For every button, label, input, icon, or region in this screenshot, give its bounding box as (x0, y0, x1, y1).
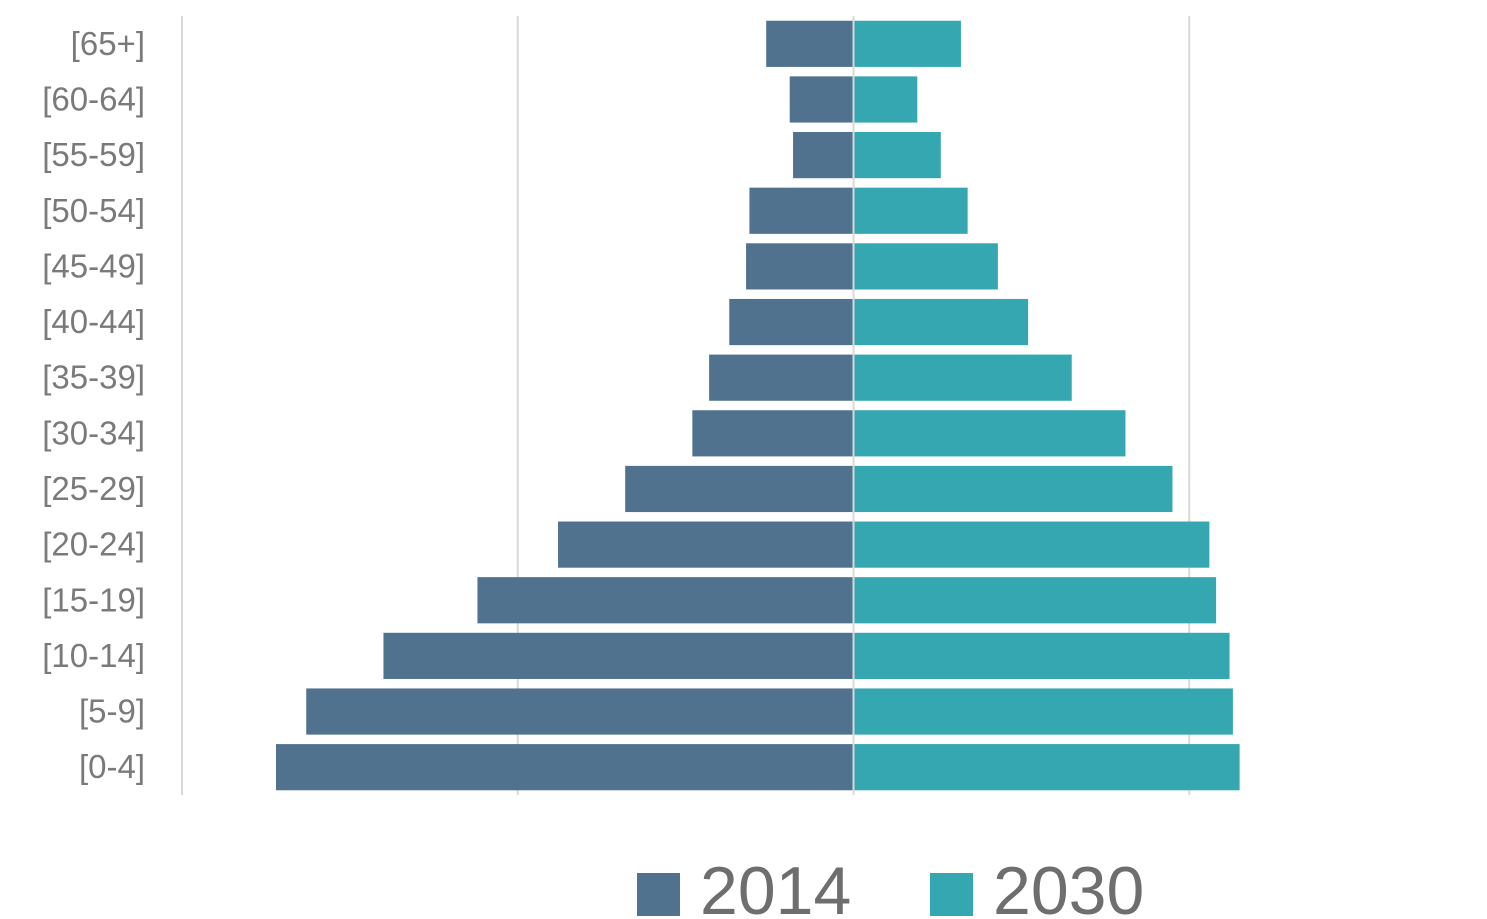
bar-2030-60-64 (853, 76, 918, 123)
bar-2014-35-39 (709, 354, 854, 401)
bar-2030-45-49 (853, 243, 998, 290)
category-label: [15-19] (42, 581, 145, 618)
bar-2030-50-54 (853, 187, 968, 234)
category-label: [30-34] (42, 414, 145, 451)
category-label: [40-44] (42, 303, 145, 340)
bar-2014-40-44 (729, 298, 854, 346)
bar-2030-20-24 (853, 521, 1210, 568)
bar-2014-55-59 (793, 132, 854, 179)
bar-2014-25-29 (625, 465, 854, 513)
bar-2030-55-59 (853, 132, 941, 179)
bar-2030-15-19 (853, 577, 1217, 624)
bar-2014-0-4 (276, 744, 854, 791)
bars (276, 20, 1240, 791)
legend-label-2014: 2014 (700, 853, 851, 919)
category-label: [60-64] (42, 80, 145, 117)
bar-2030-40-44 (853, 298, 1029, 346)
bar-2030-35-39 (853, 354, 1072, 401)
bar-2014-50-54 (749, 187, 854, 234)
legend-swatch-2030 (930, 873, 973, 916)
category-label: [65+] (71, 25, 145, 62)
bar-2014-15-19 (477, 577, 854, 624)
legend-label-2030: 2030 (993, 853, 1144, 919)
category-label: [5-9] (79, 693, 145, 730)
category-label: [0-4] (79, 748, 145, 785)
bar-2014-65 (766, 20, 854, 67)
bar-2030-30-34 (853, 410, 1126, 457)
bar-2030-5-9 (853, 688, 1233, 735)
category-labels: [65+] [60-64] [55-59] [50-54] [45-49] [40-44]… (42, 25, 145, 785)
bar-2030-25-29 (853, 465, 1173, 513)
category-label: [35-39] (42, 359, 145, 396)
category-label: [55-59] (42, 136, 145, 173)
category-label: [50-54] (42, 192, 145, 229)
bar-2014-30-34 (692, 410, 854, 457)
category-label: [45-49] (42, 247, 145, 284)
category-label: [10-14] (42, 637, 145, 674)
bar-2014-60-64 (789, 76, 854, 123)
legend-swatch-2014 (637, 873, 680, 916)
bar-2014-20-24 (558, 521, 854, 568)
category-label: [20-24] (42, 526, 145, 563)
category-label: [25-29] (42, 470, 145, 507)
bar-2014-5-9 (306, 688, 854, 735)
bar-2014-45-49 (746, 243, 854, 290)
bar-2014-10-14 (383, 632, 854, 679)
bar-2030-0-4 (853, 744, 1240, 791)
bar-2030-10-14 (853, 632, 1230, 679)
legend: 2014 2030 (637, 853, 1144, 919)
bar-2030-65 (853, 20, 961, 67)
